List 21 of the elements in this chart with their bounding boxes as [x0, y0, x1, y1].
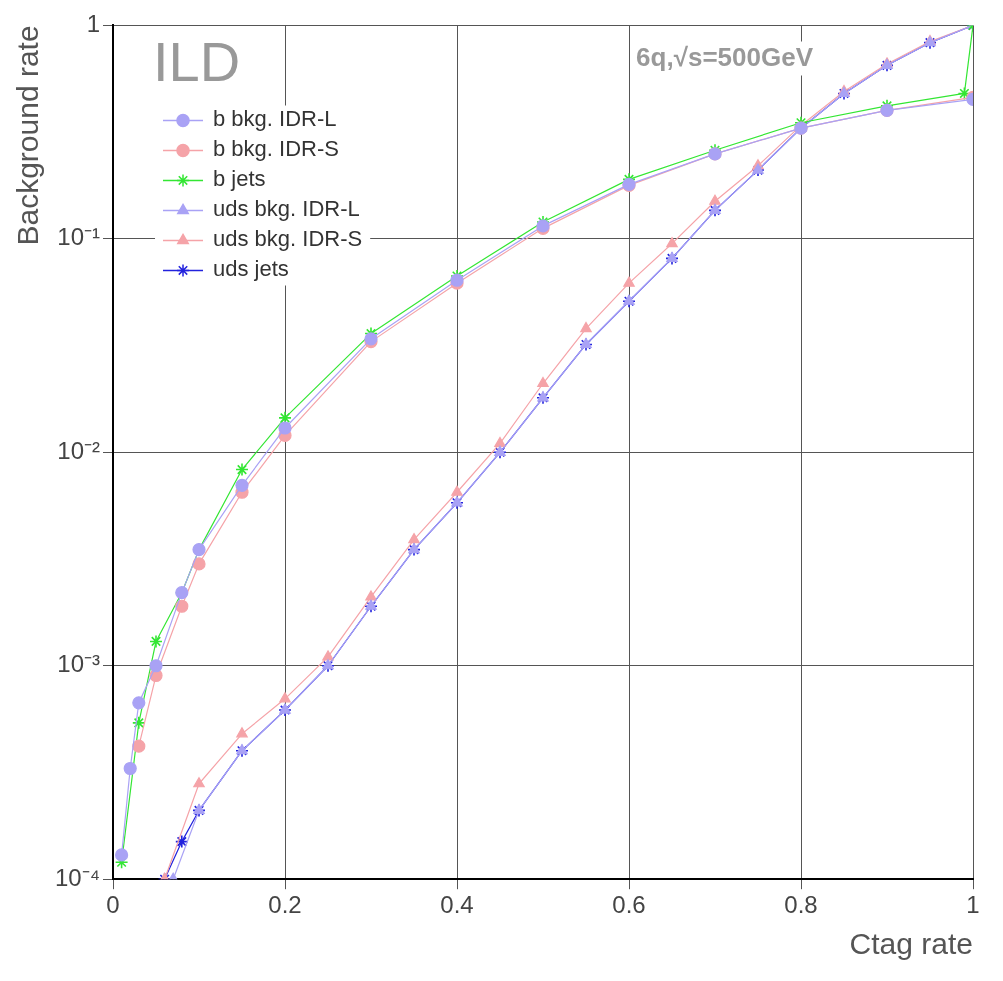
legend-label: uds bkg. IDR-L [213, 196, 360, 222]
x-tick-label: 0.6 [612, 891, 646, 919]
legend-label: b bkg. IDR-L [213, 106, 337, 132]
x-tick-label: 0.2 [268, 891, 302, 919]
x-tick-label: 1 [966, 891, 980, 919]
legend-label: uds bkg. IDR-S [213, 226, 363, 252]
y-tick-label: 10⁻⁴ [54, 863, 101, 891]
y-axis-title: Background rate [11, 25, 45, 246]
y-tick-label: 1 [86, 10, 101, 38]
x-tick-label: 0 [106, 891, 120, 919]
x-tick-label: 0.4 [440, 891, 474, 919]
legend-label: b bkg. IDR-S [213, 136, 339, 162]
x-tick-label: 0.8 [784, 891, 818, 919]
annotation: 6q,√s=500GeV [636, 41, 814, 72]
x-axis-title: Ctag rate [849, 927, 973, 961]
annotation: ILD [153, 29, 241, 93]
y-tick-label: 10⁻¹ [57, 223, 101, 251]
y-tick-label: 10⁻² [57, 436, 101, 464]
legend-label: b jets [213, 166, 266, 192]
legend-label: uds jets [213, 256, 289, 282]
y-tick-label: 10⁻³ [57, 650, 101, 678]
